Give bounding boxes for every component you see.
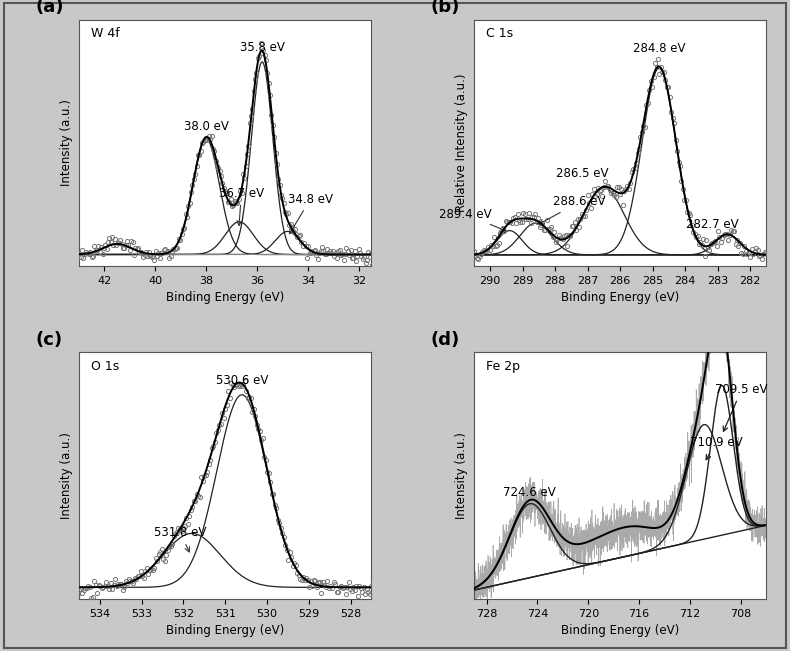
Text: 35.8 eV: 35.8 eV xyxy=(239,41,284,54)
X-axis label: Binding Energy (eV): Binding Energy (eV) xyxy=(166,292,284,305)
Text: 282.7 eV: 282.7 eV xyxy=(686,217,739,230)
X-axis label: Binding Energy (eV): Binding Energy (eV) xyxy=(166,624,284,637)
Text: 286.5 eV: 286.5 eV xyxy=(556,167,608,180)
Y-axis label: Intensity (a.u.): Intensity (a.u.) xyxy=(61,100,73,186)
Text: 709.5 eV: 709.5 eV xyxy=(716,383,768,432)
Text: (a): (a) xyxy=(36,0,64,16)
X-axis label: Binding Energy (eV): Binding Energy (eV) xyxy=(561,624,679,637)
Text: 531.8 eV: 531.8 eV xyxy=(154,526,206,552)
Y-axis label: Relative Intensity (a.u.): Relative Intensity (a.u.) xyxy=(455,74,468,212)
Y-axis label: Intensity (a.u.): Intensity (a.u.) xyxy=(455,432,468,519)
Text: Fe 2p: Fe 2p xyxy=(486,360,520,373)
Text: 34.8 eV: 34.8 eV xyxy=(288,193,333,234)
Text: W 4f: W 4f xyxy=(91,27,119,40)
Text: 288.6 eV: 288.6 eV xyxy=(539,195,606,224)
Text: 724.6 eV: 724.6 eV xyxy=(503,486,556,499)
Text: 38.0 eV: 38.0 eV xyxy=(184,120,228,133)
Text: 36.7 eV: 36.7 eV xyxy=(219,187,264,225)
X-axis label: Binding Energy (eV): Binding Energy (eV) xyxy=(561,292,679,305)
Text: (c): (c) xyxy=(36,331,62,349)
Y-axis label: Intensity (a.u.): Intensity (a.u.) xyxy=(61,432,73,519)
Text: (d): (d) xyxy=(431,331,460,349)
Text: 284.8 eV: 284.8 eV xyxy=(633,42,685,55)
Text: 710.9 eV: 710.9 eV xyxy=(690,436,743,460)
Text: 530.6 eV: 530.6 eV xyxy=(216,374,268,387)
Text: C 1s: C 1s xyxy=(486,27,513,40)
Text: 289.4 eV: 289.4 eV xyxy=(439,208,506,231)
Text: O 1s: O 1s xyxy=(91,360,119,373)
Text: (b): (b) xyxy=(431,0,460,16)
